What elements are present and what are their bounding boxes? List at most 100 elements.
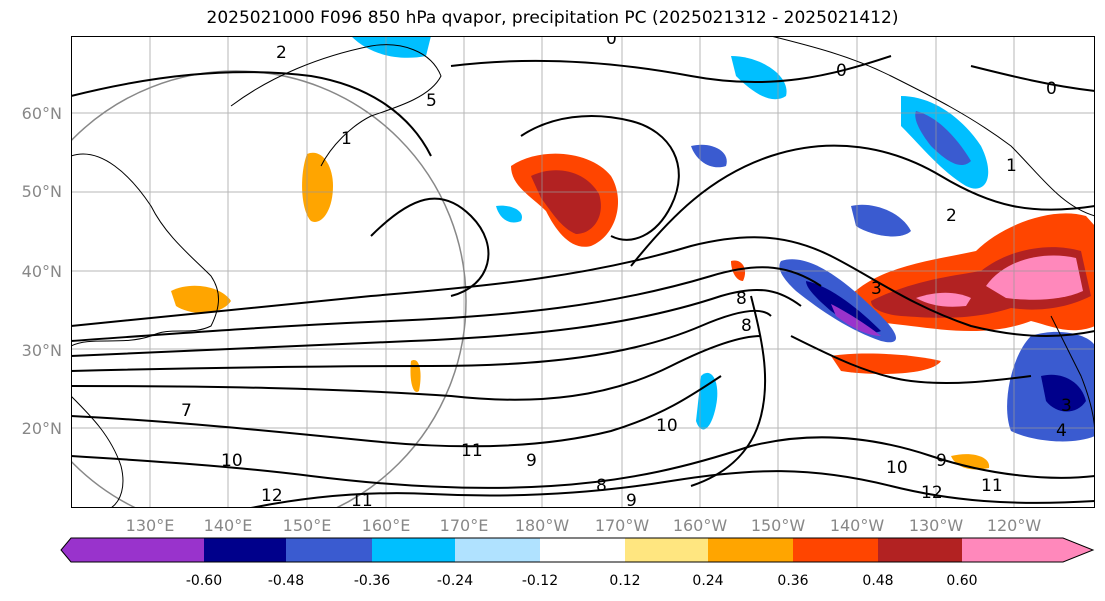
colorbar-tick-label: 0.24 [692, 573, 724, 589]
colorbar-tick-label: -0.48 [267, 573, 305, 589]
contour-label: 10 [886, 458, 908, 478]
lon-label: 160°E [361, 516, 411, 535]
contour-line [630, 144, 1095, 267]
positive-anomaly-area [171, 285, 231, 313]
contour-label: 11 [981, 476, 1003, 496]
colorbar-outline [60, 537, 1095, 563]
contour-line [71, 71, 432, 157]
colorbar-tick-label: -0.36 [353, 573, 391, 589]
positive-anomaly-area [302, 152, 333, 222]
colorbar-swatch [540, 538, 625, 562]
contour-line [71, 335, 762, 401]
contour-line [71, 309, 772, 372]
lon-label: 140°W [829, 516, 885, 535]
contour-line [71, 436, 1095, 489]
range-circle [71, 70, 467, 508]
colorbar-swatch [204, 538, 286, 562]
colorbar-tick-label: -0.12 [521, 573, 559, 589]
positive-anomaly-area [831, 353, 941, 374]
negative-anomaly-area [731, 56, 787, 100]
colorbar-swatch [793, 538, 878, 562]
contour-label: 2 [946, 206, 957, 226]
lat-label: 20°N [21, 419, 62, 438]
colorbar-swatch [708, 538, 793, 562]
colorbar-swatch [878, 538, 962, 562]
contour-label: 3 [1061, 396, 1072, 416]
negative-anomaly-area [1041, 374, 1086, 412]
contour-line [970, 65, 1095, 92]
colorbar-swatch [455, 538, 540, 562]
lat-label: 30°N [21, 341, 62, 360]
contour-label: 8 [741, 316, 752, 336]
colorbar-swatch [372, 538, 455, 562]
lon-label: 180°W [514, 516, 570, 535]
colorbar-tick-label: 0.12 [609, 573, 641, 589]
lon-label: 170°E [439, 516, 489, 535]
colorbar-tick-label: 0.60 [946, 573, 978, 589]
contour-label: 10 [656, 416, 678, 436]
lon-label: 130°W [908, 516, 964, 535]
contour-label: 11 [351, 491, 373, 508]
colorbar-tick-label: -0.60 [185, 573, 223, 589]
contour-label-group: 2 0 0 0 1 1 2 5 3 8 8 7 11 10 12 11 9 10… [181, 36, 1072, 508]
colorbar-tick-label: 0.36 [777, 573, 809, 589]
contour-label: 7 [181, 401, 192, 421]
lon-label: 150°W [750, 516, 806, 535]
positive-anomaly-area [916, 292, 971, 307]
contour-label: 8 [736, 289, 747, 309]
contour-label: 1 [341, 129, 352, 149]
contour-line [71, 375, 722, 448]
contour-line [250, 470, 1095, 508]
lon-label: 150°E [282, 516, 332, 535]
negative-anomaly-area [851, 204, 911, 237]
contour-label: 2 [276, 43, 287, 63]
contour-label: 10 [221, 451, 243, 471]
negative-anomaly-area [806, 281, 881, 333]
colorbar-tick-label: -0.24 [436, 573, 474, 589]
lon-label: 170°W [594, 516, 650, 535]
colorbar-swatch [625, 538, 708, 562]
contour-line [370, 197, 490, 297]
lon-label: 130°E [125, 516, 175, 535]
shaded-anomaly-layer [171, 36, 1095, 470]
colorbar-swatch [962, 538, 1093, 562]
lon-label: 140°E [203, 516, 253, 535]
contour-line [690, 295, 767, 487]
negative-anomaly-area [696, 372, 718, 430]
positive-anomaly-area [531, 170, 601, 234]
contour-line [520, 115, 680, 241]
lon-label: 120°W [986, 516, 1042, 535]
colorbar-tick-label: 0.48 [862, 573, 894, 589]
contour-label: 5 [426, 91, 437, 111]
lat-label: 40°N [21, 262, 62, 281]
positive-anomaly-area [986, 255, 1083, 300]
contour-line [71, 236, 1095, 337]
negative-anomaly-area [831, 304, 881, 336]
contour-label: 0 [606, 36, 617, 49]
contour-label: 11 [461, 441, 483, 461]
contour-label: 12 [921, 483, 943, 503]
negative-anomaly-area [496, 205, 522, 223]
negative-anomaly-area [915, 111, 971, 166]
coastlines [71, 36, 1095, 508]
colorbar-swatch [286, 538, 372, 562]
colorbar [60, 537, 1095, 563]
map-panel: 2 0 0 0 1 1 2 5 3 8 8 7 11 10 12 11 9 10… [71, 36, 1095, 508]
contour-line [450, 55, 892, 84]
lat-label: 60°N [21, 104, 62, 123]
contour-label: 0 [836, 61, 847, 81]
colorbar-swatch [61, 538, 204, 562]
negative-anomaly-area [351, 36, 431, 58]
positive-anomaly-area [410, 360, 421, 392]
lat-label: 50°N [21, 182, 62, 201]
contour-label: 8 [596, 476, 607, 496]
contour-label: 9 [626, 491, 637, 508]
contour-label: 0 [1046, 79, 1057, 99]
plot-title: 2025021000 F096 850 hPa qvapor, precipit… [206, 8, 899, 28]
contour-label: 3 [871, 279, 882, 299]
contour-line [71, 266, 822, 342]
contour-label: 4 [1056, 421, 1067, 441]
contour-line [71, 289, 802, 357]
contour-line [790, 335, 1032, 385]
contour-label: 9 [936, 451, 947, 471]
